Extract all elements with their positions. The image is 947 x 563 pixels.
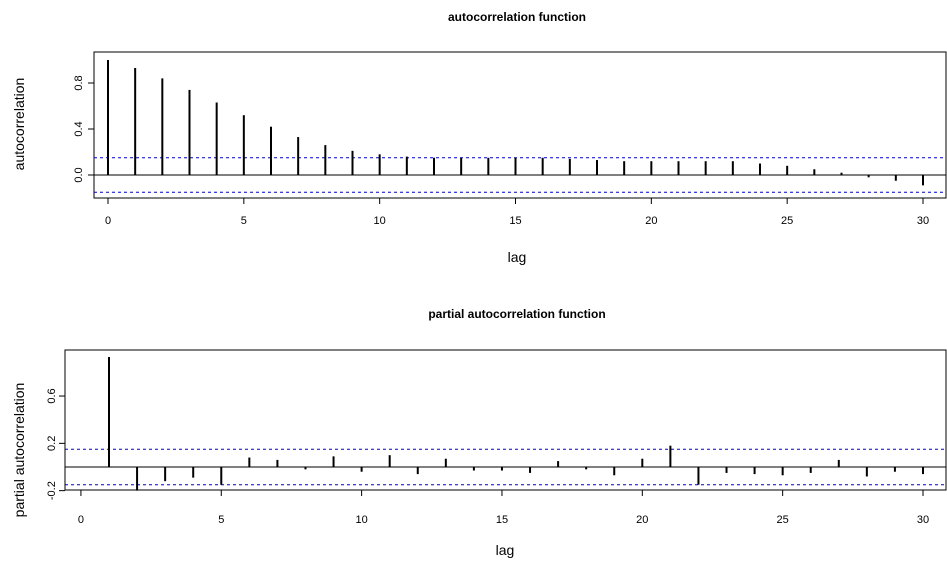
acf-x-tick-label-5: 5 <box>241 215 247 227</box>
pacf-x-tick-label-0: 0 <box>78 514 84 526</box>
acf-x-tick-label-10: 10 <box>374 215 386 227</box>
pacf-y-axis-label: partial autocorrelation <box>11 383 27 518</box>
acf-y-tick-label-0.4: 0.4 <box>73 121 85 136</box>
pacf-x-tick-label-25: 25 <box>777 514 789 526</box>
acf-y-tick-label-0.8: 0.8 <box>73 75 85 90</box>
acf-marks <box>94 60 946 193</box>
pacf-x-tick-label-20: 20 <box>636 514 648 526</box>
pacf-x-tick-label-15: 15 <box>496 514 508 526</box>
acf-y-axis-label: autocorrelation <box>11 78 27 171</box>
pacf-y-tick-label--0.2: -0.2 <box>46 481 58 500</box>
acf-x-tick-label-0: 0 <box>105 215 111 227</box>
pacf-plot-frame <box>64 349 947 491</box>
acf-x-tick-label-30: 30 <box>917 215 929 227</box>
acf-y-tick-label-0.0: 0.0 <box>73 167 85 182</box>
pacf-y-axis: -0.2 0.2 0.6 <box>46 388 65 500</box>
acf-plot-frame <box>93 51 947 199</box>
acf-y-axis: 0.0 0.4 0.8 <box>73 75 94 183</box>
acf-title: autocorrelation function <box>448 10 586 24</box>
acf-x-tick-label-15: 15 <box>509 215 521 227</box>
pacf-x-tick-label-30: 30 <box>917 514 929 526</box>
pacf-x-axis-label: lag <box>496 542 515 558</box>
pacf-marks <box>65 357 946 491</box>
acf-x-tick-label-20: 20 <box>645 215 657 227</box>
acf-panel: autocorrelation function 0 5 10 15 20 25 30 0.… <box>11 10 947 265</box>
acf-x-tick-label-25: 25 <box>781 215 793 227</box>
pacf-x-tick-label-10: 10 <box>355 514 367 526</box>
pacf-y-tick-label-0.2: 0.2 <box>46 436 58 451</box>
pacf-x-axis: 0 5 10 15 20 25 30 <box>78 490 929 526</box>
pacf-panel: partial autocorrelation function 0 5 10 15 2… <box>11 307 947 558</box>
pacf-title: partial autocorrelation function <box>428 307 605 321</box>
pacf-x-tick-label-5: 5 <box>218 514 224 526</box>
pacf-y-tick-label-0.6: 0.6 <box>46 388 58 403</box>
acf-x-axis-label: lag <box>508 249 527 265</box>
acf-x-axis: 0 5 10 15 20 25 30 <box>105 198 929 227</box>
